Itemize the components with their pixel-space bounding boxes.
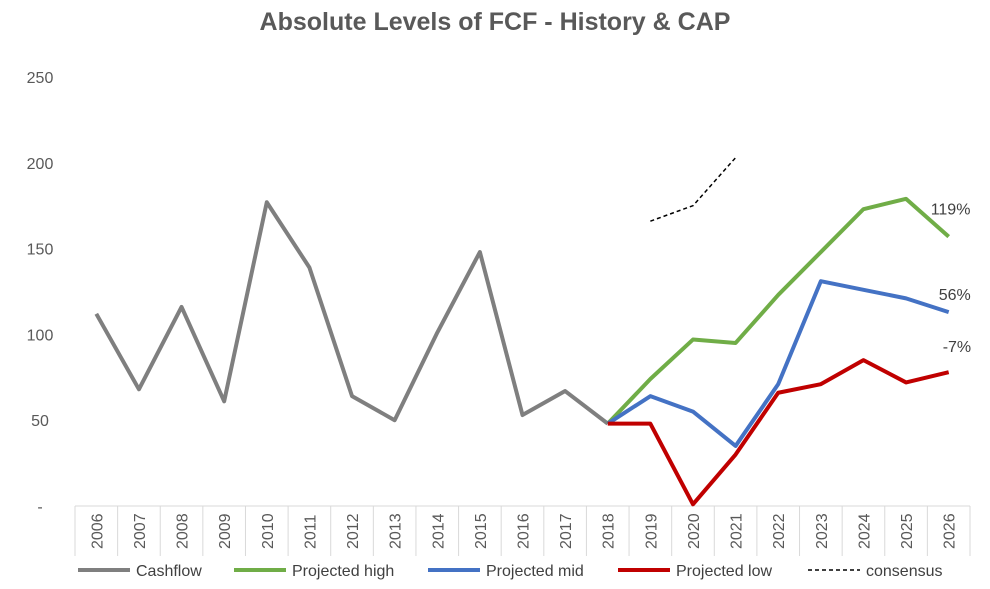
- x-tick-label: 2013: [388, 513, 405, 549]
- x-tick-label: 2012: [345, 513, 362, 549]
- x-tick-label: 2019: [643, 513, 660, 549]
- x-tick-label: 2016: [516, 513, 533, 549]
- x-tick-label: 2021: [729, 513, 746, 549]
- y-tick-label: 150: [27, 242, 54, 259]
- x-tick-label: 2014: [430, 513, 447, 549]
- x-tick-label: 2015: [473, 513, 490, 549]
- series-line-consensus: [650, 157, 737, 222]
- series-lines: [94, 157, 951, 507]
- legend-label-projected-mid: Projected mid: [486, 563, 584, 580]
- y-tick-label: 200: [27, 156, 54, 173]
- y-tick-label: 100: [27, 327, 54, 344]
- x-tick-label: 2017: [558, 513, 575, 549]
- data-label-projected-low: -7%: [943, 339, 971, 356]
- data-label-projected-mid: 56%: [939, 287, 971, 304]
- x-tick-label: 2026: [942, 513, 959, 549]
- x-tick-label: 2018: [601, 513, 618, 549]
- data-label-projected-high: 119%: [931, 202, 971, 219]
- legend-label-cashflow: Cashflow: [136, 563, 202, 580]
- x-tick-label: 2020: [686, 513, 703, 549]
- y-tick-label: -: [37, 499, 42, 516]
- x-tick-label: 2007: [132, 513, 149, 549]
- x-tick-label: 2009: [217, 513, 234, 549]
- x-tick-label: 2011: [302, 514, 319, 549]
- x-axis-ticks: 2006 2007 2008 2009 2010 2011 2012 2013 2014 2015…: [74, 506, 971, 556]
- x-tick-label: 2010: [260, 513, 277, 549]
- series-line-projected-mid: [606, 279, 950, 448]
- y-tick-label: 50: [31, 413, 49, 430]
- annotations: 119% 56% -7%: [931, 202, 971, 357]
- series-line-projected-high: [606, 196, 951, 426]
- x-tick-label: 2024: [856, 513, 873, 549]
- legend-label-projected-low: Projected low: [676, 563, 772, 580]
- x-tick-label: 2022: [771, 513, 788, 549]
- y-axis-ticks: - 50 100 150 200 250: [27, 70, 54, 516]
- x-tick-label: 2023: [814, 513, 831, 549]
- series-line-cashflow: [94, 200, 609, 426]
- x-tick-label: 2008: [175, 513, 192, 549]
- x-tick-label: 2025: [899, 513, 916, 549]
- chart-title: Absolute Levels of FCF - History & CAP: [259, 8, 731, 36]
- series-line-projected-low: [607, 358, 950, 507]
- legend-label-consensus: consensus: [866, 563, 943, 580]
- legend: Cashflow Projected high Projected mid Proje…: [78, 563, 943, 580]
- y-tick-label: 250: [27, 70, 54, 87]
- x-tick-label: 2006: [89, 513, 106, 549]
- legend-label-projected-high: Projected high: [292, 563, 394, 580]
